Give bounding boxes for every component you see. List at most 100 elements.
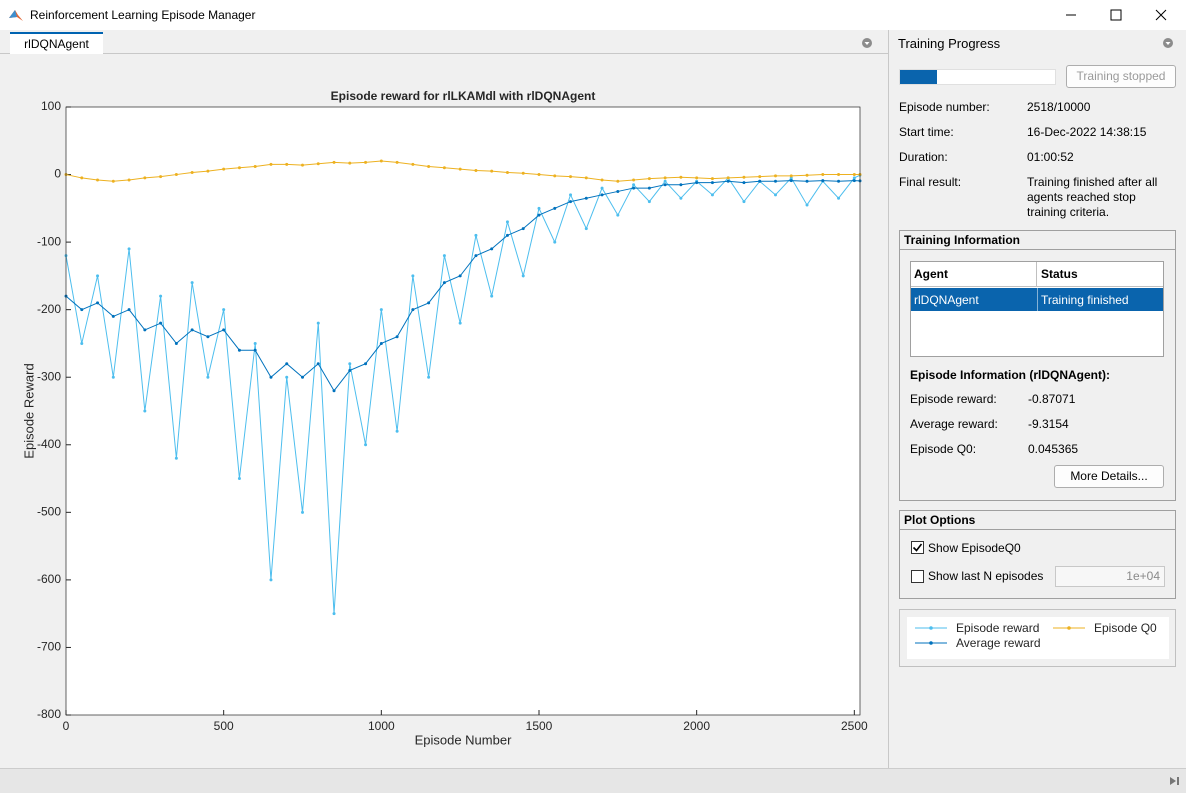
y-tick-label: 0 bbox=[54, 167, 61, 181]
tab-menu[interactable] bbox=[860, 36, 874, 50]
point bbox=[159, 175, 162, 178]
window-title: Reinforcement Learning Episode Manager bbox=[30, 8, 255, 22]
table-cell: Training finished bbox=[1041, 293, 1129, 307]
point bbox=[301, 511, 304, 514]
point bbox=[411, 274, 414, 277]
point bbox=[758, 180, 761, 183]
point bbox=[601, 178, 604, 181]
point bbox=[301, 164, 304, 167]
field-value: -0.87071 bbox=[1028, 392, 1075, 406]
point bbox=[679, 176, 682, 179]
point bbox=[380, 308, 383, 311]
point bbox=[648, 177, 651, 180]
point bbox=[742, 200, 745, 203]
checkbox[interactable] bbox=[911, 541, 924, 554]
point bbox=[348, 362, 351, 365]
episode-info-title: Episode Information (rlDQNAgent): bbox=[910, 368, 1110, 382]
point bbox=[254, 349, 257, 352]
point bbox=[80, 308, 83, 311]
point bbox=[506, 171, 509, 174]
point bbox=[175, 457, 178, 460]
point bbox=[285, 376, 288, 379]
maximize-button[interactable] bbox=[1111, 10, 1121, 20]
point bbox=[490, 247, 493, 250]
field-value: Training finished after all agents reach… bbox=[1027, 175, 1167, 220]
point bbox=[711, 193, 714, 196]
n-input[interactable]: 1e+04 bbox=[1055, 566, 1165, 587]
point bbox=[727, 180, 730, 183]
point bbox=[443, 281, 446, 284]
more-details-button[interactable]: More Details... bbox=[1054, 465, 1164, 488]
point bbox=[380, 342, 383, 345]
point bbox=[648, 200, 651, 203]
point bbox=[191, 328, 194, 331]
point bbox=[569, 175, 572, 178]
point bbox=[821, 179, 824, 182]
point bbox=[222, 168, 225, 171]
point bbox=[774, 174, 777, 177]
point bbox=[711, 177, 714, 180]
plot-area bbox=[66, 107, 860, 715]
point bbox=[537, 214, 540, 217]
point bbox=[269, 578, 272, 581]
point bbox=[790, 179, 793, 182]
column-header: Status bbox=[1037, 262, 1163, 287]
point bbox=[742, 176, 745, 179]
agent-table: Agent Status rlDQNAgent Training finishe… bbox=[910, 261, 1164, 357]
field-label: Episode reward: bbox=[910, 392, 997, 406]
field-label: Episode number: bbox=[899, 100, 990, 114]
point bbox=[191, 171, 194, 174]
collapse-button[interactable] bbox=[1168, 775, 1182, 787]
point bbox=[632, 183, 635, 186]
field-label: Episode Q0: bbox=[910, 442, 976, 456]
y-tick-label: -100 bbox=[37, 234, 61, 248]
point bbox=[837, 173, 840, 176]
panel-menu[interactable] bbox=[1161, 36, 1175, 50]
point bbox=[474, 254, 477, 257]
field-value: 2518/10000 bbox=[1027, 100, 1167, 115]
x-tick-label: 500 bbox=[214, 719, 234, 733]
point bbox=[128, 247, 131, 250]
point bbox=[459, 322, 462, 325]
checkbox[interactable] bbox=[911, 570, 924, 583]
point bbox=[664, 176, 667, 179]
legend-label: Average reward bbox=[956, 636, 1041, 650]
point bbox=[459, 274, 462, 277]
point bbox=[254, 165, 257, 168]
point bbox=[553, 207, 556, 210]
point bbox=[774, 193, 777, 196]
side-panel: Training Progress Training stopped Episo… bbox=[888, 30, 1186, 768]
point bbox=[112, 315, 115, 318]
point bbox=[522, 274, 525, 277]
training-info-group: Training Information Agent Status rlDQNA… bbox=[899, 230, 1176, 501]
table-cell: rlDQNAgent bbox=[914, 293, 979, 307]
y-tick-label: -600 bbox=[37, 572, 61, 586]
point bbox=[522, 172, 525, 175]
point bbox=[443, 254, 446, 257]
cell-divider bbox=[1037, 288, 1038, 311]
point bbox=[790, 174, 793, 177]
legend-marker bbox=[1067, 626, 1071, 630]
tab[interactable]: rlDQNAgent bbox=[10, 32, 103, 54]
x-tick-label: 1500 bbox=[526, 719, 553, 733]
point bbox=[206, 376, 209, 379]
point bbox=[616, 190, 619, 193]
point bbox=[664, 183, 667, 186]
field-label: Average reward: bbox=[910, 417, 998, 431]
point bbox=[474, 169, 477, 172]
close-button[interactable] bbox=[1156, 10, 1166, 20]
stop-button[interactable]: Training stopped bbox=[1066, 65, 1176, 88]
checkbox-label: Show last N episodes bbox=[928, 569, 1043, 583]
point bbox=[143, 176, 146, 179]
point bbox=[490, 170, 493, 173]
point bbox=[553, 241, 556, 244]
chart-title: Episode reward for rlLKAMdl with rlDQNAg… bbox=[331, 89, 596, 103]
point bbox=[853, 176, 856, 179]
point bbox=[537, 173, 540, 176]
legend-marker bbox=[929, 641, 933, 645]
point bbox=[396, 161, 399, 164]
point bbox=[774, 180, 777, 183]
y-tick-label: -400 bbox=[37, 437, 61, 451]
legend-label: Episode reward bbox=[956, 621, 1039, 635]
point bbox=[206, 170, 209, 173]
